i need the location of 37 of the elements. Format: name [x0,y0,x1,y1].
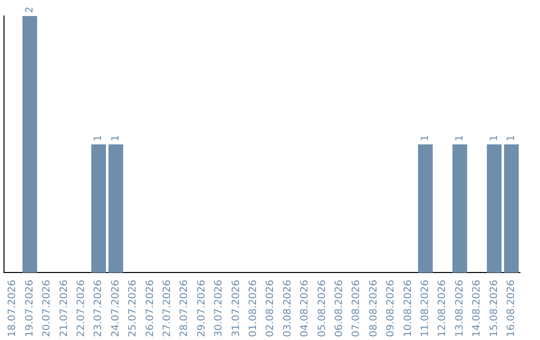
x-tick-label: 01.08.2026 [248,280,259,338]
x-tick-label: 07.08.2026 [351,280,362,338]
x-tick-label: 15.08.2026 [488,280,500,338]
x-tick-label: 04.08.2026 [300,280,311,338]
data-label: 1 [420,134,431,142]
data-label: 1 [488,134,500,142]
x-tick-label: 11.08.2026 [420,280,431,338]
x-tick-label: 28.07.2026 [179,280,190,338]
data-label: 1 [506,134,517,142]
x-tick-label: 08.08.2026 [368,280,380,338]
x-tick-label: 31.07.2026 [230,280,242,338]
x-tick-label: 23.07.2026 [93,280,104,338]
x-tick-label: 05.08.2026 [316,280,328,338]
x-tick-label: 26.07.2026 [144,280,156,338]
x-tick-label: 29.07.2026 [196,280,208,338]
x-tick-label: 18.07.2026 [7,280,18,338]
x-tick-label: 24.07.2026 [110,280,122,338]
x-tick-label: 12.08.2026 [437,280,448,338]
x-tick-label: 02.08.2026 [265,280,276,338]
x-tick-label: 20.07.2026 [42,280,53,338]
x-tick-label: 30.07.2026 [214,280,225,338]
x-tick-label: 06.08.2026 [334,280,345,338]
x-tick-label: 19.07.2026 [24,280,36,338]
data-label: 1 [110,134,122,142]
x-tick-label: 27.07.2026 [162,280,173,338]
x-tick-label: 10.08.2026 [402,280,414,338]
x-tick-label: 21.07.2026 [58,280,70,338]
data-label: 1 [454,134,466,142]
data-label: 2 [24,6,36,13]
data-label: 1 [93,134,104,142]
x-tick-label: 25.07.2026 [128,280,139,338]
x-tick-label: 22.07.2026 [76,280,87,338]
x-tick-label: 14.08.2026 [472,280,483,338]
x-tick-label: 09.08.2026 [386,280,397,338]
x-tick-label: 03.08.2026 [282,280,294,338]
x-tick-label: 16.08.2026 [506,280,517,338]
x-tick-label: 13.08.2026 [454,280,466,338]
